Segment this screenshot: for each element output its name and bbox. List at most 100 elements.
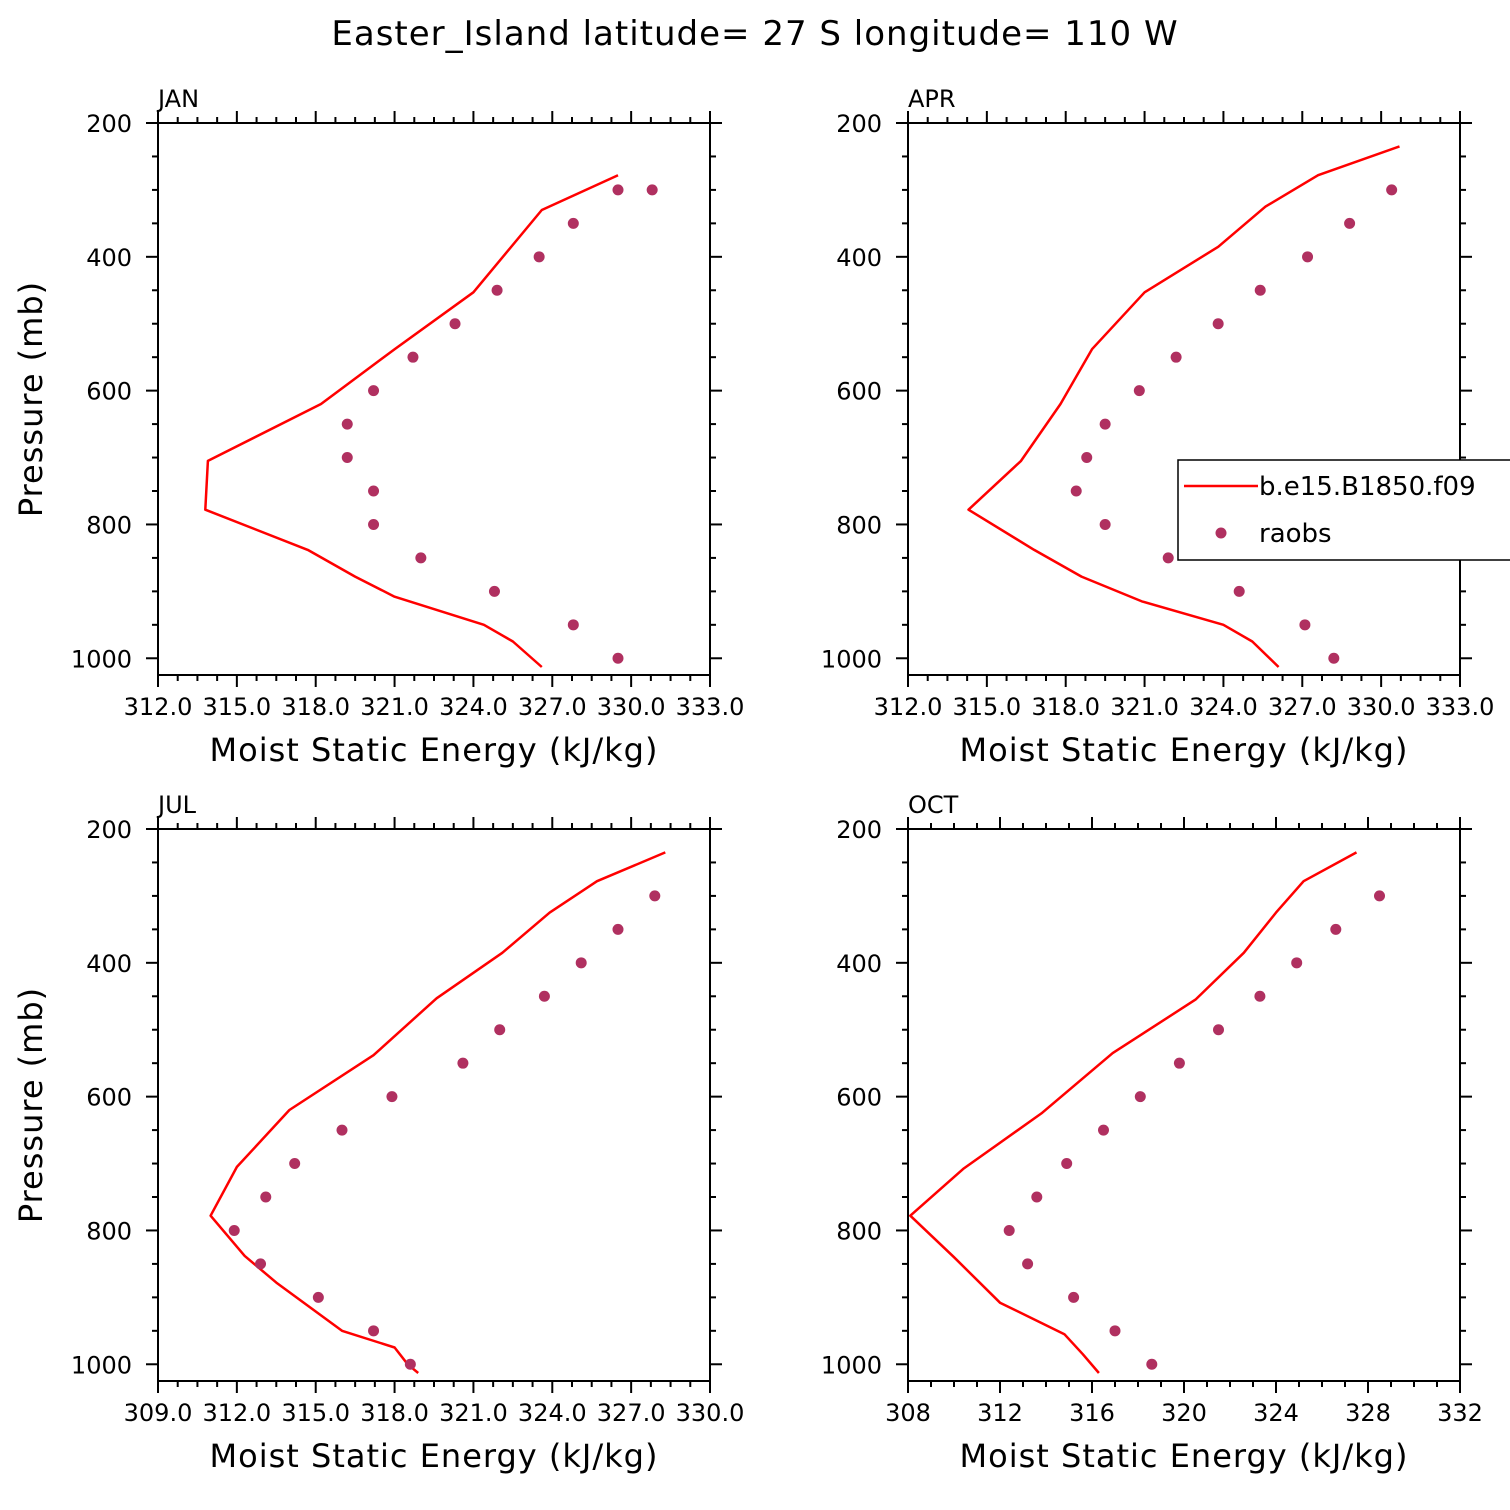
raobs-point bbox=[1328, 652, 1340, 664]
raobs-point bbox=[1022, 1258, 1034, 1270]
x-tick-label: 333.0 bbox=[1426, 693, 1495, 721]
y-axis-label: Pressure (mb) bbox=[12, 281, 50, 517]
raobs-point bbox=[368, 385, 380, 397]
y-tick-label: 800 bbox=[86, 1217, 132, 1245]
legend: b.e15.B1850.f09 raobs bbox=[1177, 459, 1510, 561]
raobs-point bbox=[1109, 1325, 1121, 1337]
raobs-point bbox=[1173, 1057, 1185, 1069]
x-axis-label: Moist Static Energy (kJ/kg) bbox=[210, 1437, 659, 1475]
raobs-point bbox=[1146, 1358, 1158, 1370]
raobs-point bbox=[533, 251, 545, 263]
y-tick-label: 200 bbox=[836, 816, 882, 844]
raobs-point bbox=[1344, 217, 1356, 229]
x-tick-label: 328 bbox=[1345, 1399, 1391, 1427]
raobs-point bbox=[1374, 890, 1385, 902]
raobs-point bbox=[312, 1291, 324, 1303]
raobs-point bbox=[491, 284, 503, 296]
x-tick-label: 321.0 bbox=[1110, 693, 1179, 721]
raobs-point bbox=[538, 990, 550, 1002]
raobs-point bbox=[1212, 318, 1224, 330]
y-tick-label: 200 bbox=[86, 110, 132, 138]
x-tick-label: 318.0 bbox=[1031, 693, 1100, 721]
panel-oct: 308 312 316 320 324 328 332 200 400 600 800 1000 OCT… bbox=[821, 791, 1483, 1475]
x-tick-label: 315.0 bbox=[202, 693, 271, 721]
x-tick-label: 312.0 bbox=[202, 1399, 271, 1427]
x-tick-label: 318.0 bbox=[360, 1399, 429, 1427]
model-profile-line bbox=[967, 145, 1400, 668]
x-tick-label: 324.0 bbox=[1189, 693, 1258, 721]
panel-title: JUL bbox=[156, 791, 197, 819]
panel-jul: 309.0 312.0 315.0 318.0 321.0 324.0 327.0 330.0… bbox=[12, 791, 744, 1475]
x-tick-label: 321.0 bbox=[439, 1399, 508, 1427]
y-tick-label: 600 bbox=[86, 1084, 132, 1112]
raobs-point bbox=[1099, 418, 1111, 430]
x-tick-label: 327.0 bbox=[1268, 693, 1337, 721]
plot-frame bbox=[157, 122, 711, 676]
y-tick-label: 1000 bbox=[71, 645, 132, 673]
raobs-point bbox=[567, 217, 579, 229]
x-tick-label: 312.0 bbox=[874, 693, 943, 721]
panel-jan: 312.0 315.0 318.0 321.0 324.0 327.0 330.0 333.0… bbox=[12, 85, 744, 769]
raobs-point bbox=[368, 1325, 380, 1337]
x-tick-label: 324 bbox=[1253, 1399, 1299, 1427]
raobs-point bbox=[1061, 1158, 1073, 1170]
x-tick-label: 332 bbox=[1437, 1399, 1483, 1427]
raobs-point bbox=[488, 585, 500, 597]
raobs-point bbox=[649, 890, 661, 902]
raobs-point bbox=[1170, 351, 1182, 363]
model-profile-line bbox=[909, 851, 1358, 1374]
y-axis-label: Pressure (mb) bbox=[12, 987, 50, 1223]
raobs-point bbox=[1386, 184, 1398, 196]
raobs-point bbox=[612, 184, 624, 196]
plot-frame bbox=[907, 828, 1461, 1382]
x-tick-label: 312.0 bbox=[124, 693, 193, 721]
x-tick-label: 330.0 bbox=[1347, 693, 1416, 721]
raobs-point bbox=[341, 452, 353, 464]
x-tick-label: 330.0 bbox=[597, 693, 666, 721]
panel-title: JAN bbox=[156, 85, 199, 113]
x-tick-label: 327.0 bbox=[597, 1399, 666, 1427]
x-axis-label: Moist Static Energy (kJ/kg) bbox=[960, 1437, 1409, 1475]
raobs-point bbox=[575, 957, 587, 969]
legend-obs-label: raobs bbox=[1259, 519, 1332, 549]
raobs-point bbox=[612, 923, 624, 935]
x-tick-label: 327.0 bbox=[518, 693, 587, 721]
y-tick-label: 600 bbox=[836, 378, 882, 406]
raobs-point bbox=[1133, 385, 1145, 397]
raobs-point bbox=[1302, 251, 1314, 263]
raobs-point bbox=[1291, 957, 1303, 969]
x-axis-label: Moist Static Energy (kJ/kg) bbox=[960, 731, 1409, 769]
raobs-point bbox=[457, 1057, 469, 1069]
raobs-point bbox=[1299, 619, 1311, 631]
raobs-point bbox=[289, 1158, 301, 1170]
raobs-point bbox=[1098, 1124, 1109, 1136]
raobs-point bbox=[1068, 1291, 1080, 1303]
x-tick-label: 315.0 bbox=[281, 1399, 350, 1427]
legend-box bbox=[1177, 459, 1510, 561]
raobs-point bbox=[407, 351, 419, 363]
raobs-point bbox=[1330, 923, 1342, 935]
raobs-point bbox=[1003, 1224, 1015, 1236]
panel-title: APR bbox=[908, 85, 956, 113]
raobs-point bbox=[1254, 284, 1266, 296]
y-tick-label: 600 bbox=[836, 1084, 882, 1112]
raobs-point bbox=[567, 619, 579, 631]
y-tick-label: 400 bbox=[836, 244, 882, 272]
raobs-point bbox=[449, 318, 461, 330]
raobs-point bbox=[646, 184, 658, 196]
y-tick-label: 400 bbox=[836, 950, 882, 978]
raobs-point bbox=[336, 1124, 348, 1136]
legend-dot-swatch bbox=[1215, 527, 1227, 539]
raobs-point bbox=[1254, 990, 1266, 1002]
raobs-point bbox=[415, 552, 427, 564]
y-tick-label: 400 bbox=[86, 244, 132, 272]
x-tick-label: 333.0 bbox=[676, 693, 745, 721]
raobs-point bbox=[368, 518, 380, 530]
x-tick-label: 316 bbox=[1069, 1399, 1115, 1427]
panel-title: OCT bbox=[908, 791, 959, 819]
y-tick-label: 1000 bbox=[821, 645, 882, 673]
x-tick-label: 320 bbox=[1161, 1399, 1207, 1427]
model-profile-line bbox=[209, 851, 666, 1374]
figure-title: Easter_Island latitude= 27 S longitude= … bbox=[331, 14, 1178, 54]
